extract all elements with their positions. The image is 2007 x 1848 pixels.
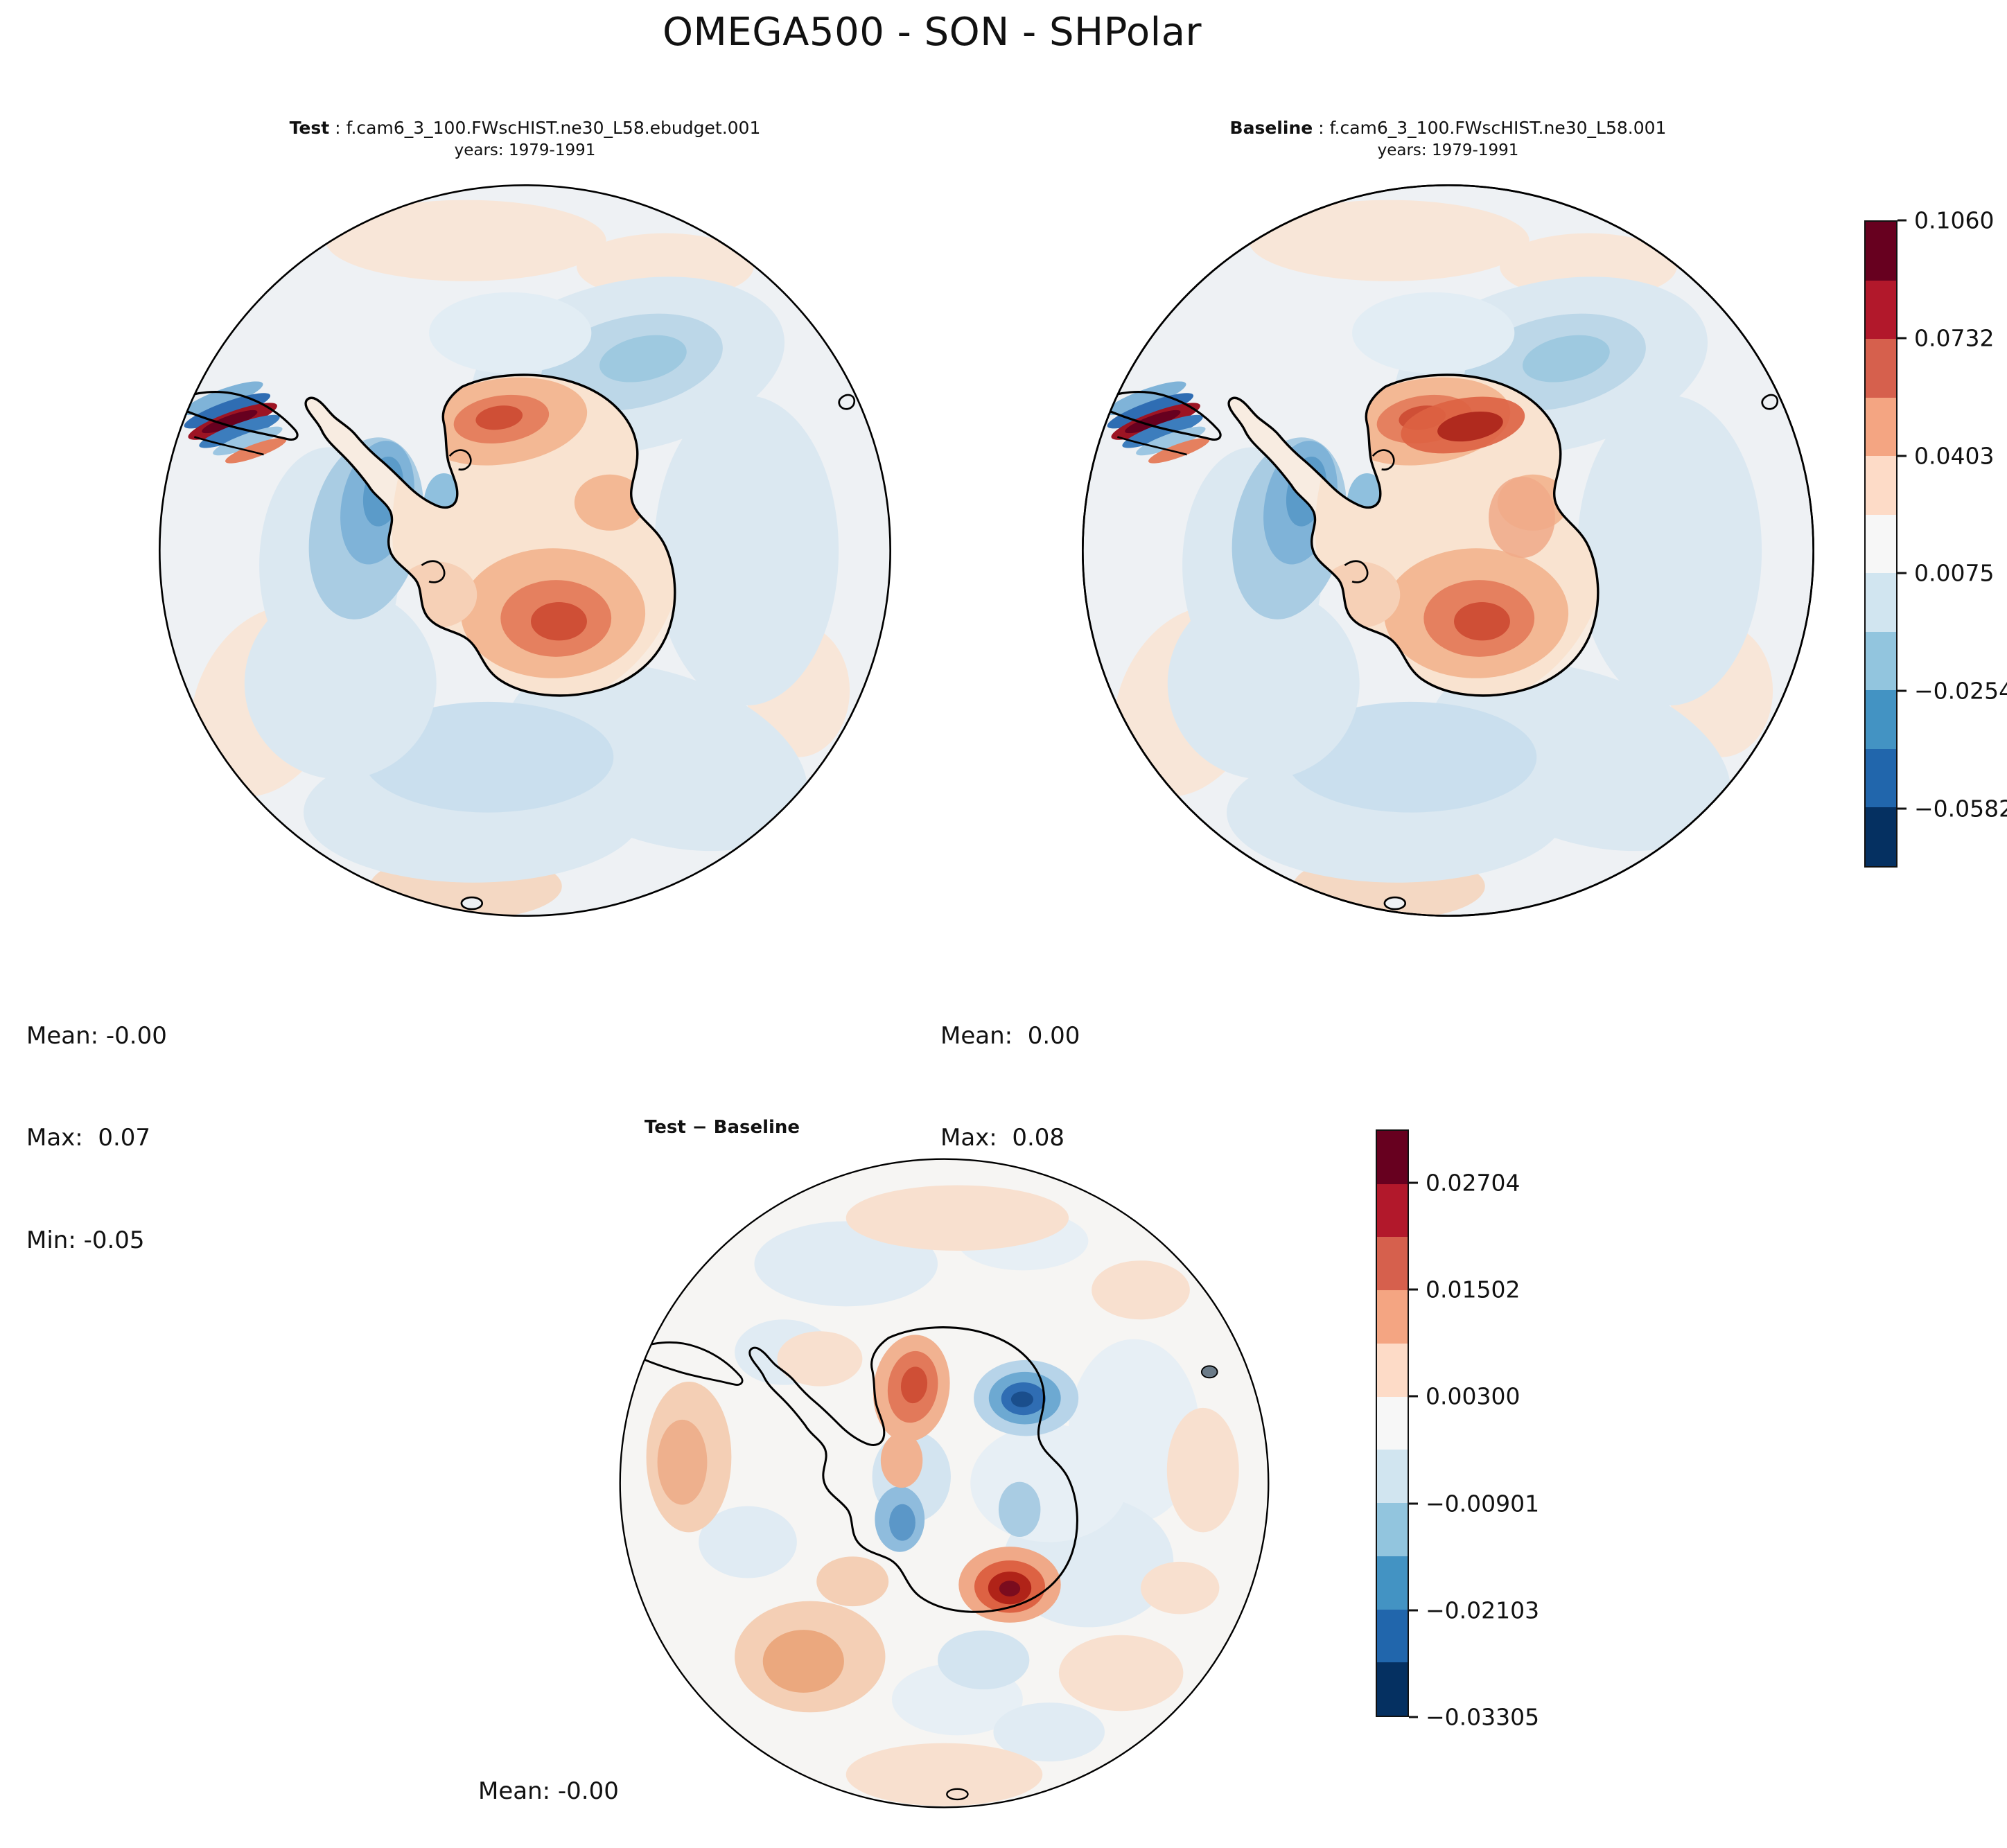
diff-colorbar-gradient bbox=[1376, 1129, 1409, 1717]
baseline-stat-mean: Mean: 0.00 bbox=[940, 1021, 1080, 1050]
colorbar-segment bbox=[1866, 748, 1896, 808]
colorbar-segment bbox=[1866, 690, 1896, 749]
test-stat-max: Max: 0.07 bbox=[26, 1124, 151, 1152]
main-colorbar-gradient bbox=[1864, 220, 1898, 868]
baseline-years: years: 1979-1991 bbox=[1377, 141, 1519, 159]
colorbar-tick-mark bbox=[1898, 807, 1907, 810]
colorbar-tick-label: 0.0403 bbox=[1914, 442, 1995, 470]
main-colorbar: 0.1060 0.0732 0.0403 0.0075 −0.0254 −0.0582 bbox=[1864, 207, 2007, 868]
figure-title: OMEGA500 - SON - SHPolar bbox=[662, 10, 1202, 55]
colorbar-tick: 0.0732 bbox=[1898, 324, 1994, 351]
colorbar-tick-mark bbox=[1898, 219, 1907, 222]
colorbar-tick: 0.02704 bbox=[1409, 1170, 1520, 1197]
baseline-map-svg bbox=[1079, 182, 1817, 919]
colorbar-tick-label: 0.1060 bbox=[1914, 206, 1995, 234]
diff-map-svg bbox=[617, 1156, 1272, 1811]
test-panel-title: Test : f.cam6_3_100.FWscHIST.ne30_L58.eb… bbox=[156, 116, 894, 140]
colorbar-tick-label: −0.02103 bbox=[1426, 1596, 1540, 1624]
colorbar-tick-mark bbox=[1409, 1609, 1418, 1612]
colorbar-tick: 0.1060 bbox=[1898, 207, 1994, 234]
test-map-svg bbox=[156, 182, 894, 919]
baseline-panel-header: Baseline : f.cam6_3_100.FWscHIST.ne30_L5… bbox=[1079, 116, 1817, 161]
colorbar-tick-label: −0.00901 bbox=[1426, 1490, 1540, 1517]
colorbar-segment bbox=[1866, 339, 1896, 398]
baseline-label: Baseline bbox=[1229, 118, 1313, 138]
test-stats: Mean: -0.00 Max: 0.07 Min: -0.05 bbox=[26, 951, 167, 1326]
colorbar-segment bbox=[1377, 1290, 1408, 1344]
colorbar-segment bbox=[1377, 1131, 1408, 1184]
colorbar-segment bbox=[1377, 1183, 1408, 1238]
diff-stats: Mean: -0.00 Max: 0.03 Min: -0.03 bbox=[478, 1706, 619, 1848]
colorbar-segment bbox=[1866, 807, 1896, 867]
test-map bbox=[156, 182, 894, 919]
diff-colorbar: 0.02704 0.01502 0.00300 −0.00901 −0.02103 −0.… bbox=[1376, 1129, 1539, 1731]
baseline-stat-max: Max: 0.08 bbox=[940, 1124, 1065, 1152]
colorbar-segment bbox=[1377, 1609, 1408, 1663]
colorbar-segment bbox=[1866, 631, 1896, 691]
colorbar-segment bbox=[1377, 1396, 1408, 1450]
test-panel-header: Test : f.cam6_3_100.FWscHIST.ne30_L58.eb… bbox=[156, 116, 894, 161]
colorbar-tick: −0.0254 bbox=[1898, 678, 2007, 705]
test-years: years: 1979-1991 bbox=[454, 141, 596, 159]
colorbar-tick-label: −0.0582 bbox=[1914, 795, 2007, 822]
test-label: Test bbox=[289, 118, 330, 138]
colorbar-segment bbox=[1377, 1450, 1408, 1504]
test-stat-mean: Mean: -0.00 bbox=[26, 1021, 167, 1050]
diff-panel-title: Test − Baseline bbox=[644, 1117, 800, 1138]
colorbar-tick-label: −0.0254 bbox=[1914, 677, 2007, 705]
colorbar-segment bbox=[1377, 1343, 1408, 1397]
colorbar-tick: 0.01502 bbox=[1409, 1276, 1520, 1303]
colorbar-segment bbox=[1866, 514, 1896, 574]
baseline-panel-title: Baseline : f.cam6_3_100.FWscHIST.ne30_L5… bbox=[1079, 116, 1817, 140]
colorbar-tick: −0.02103 bbox=[1409, 1596, 1539, 1623]
test-stat-min: Min: -0.05 bbox=[26, 1226, 145, 1255]
colorbar-tick: 0.0403 bbox=[1898, 442, 1994, 469]
colorbar-tick-mark bbox=[1409, 1395, 1418, 1398]
colorbar-tick-mark bbox=[1898, 572, 1907, 574]
baseline-extra-shading bbox=[1401, 396, 1555, 558]
diff-stat-mean: Mean: -0.00 bbox=[478, 1777, 619, 1805]
colorbar-tick-mark bbox=[1409, 1716, 1418, 1718]
colorbar-tick-label: −0.03305 bbox=[1426, 1703, 1540, 1731]
colorbar-tick-label: 0.00300 bbox=[1426, 1382, 1520, 1410]
baseline-run-name: : f.cam6_3_100.FWscHIST.ne30_L58.001 bbox=[1313, 118, 1667, 138]
colorbar-tick: −0.03305 bbox=[1409, 1704, 1539, 1731]
colorbar-tick: −0.0582 bbox=[1898, 795, 2007, 822]
colorbar-segment bbox=[1377, 1556, 1408, 1610]
colorbar-segment bbox=[1866, 573, 1896, 632]
colorbar-tick-label: 0.01502 bbox=[1426, 1276, 1520, 1303]
colorbar-tick-label: 0.0075 bbox=[1914, 559, 1995, 587]
colorbar-tick-mark bbox=[1898, 689, 1907, 692]
colorbar-tick-mark bbox=[1898, 337, 1907, 340]
colorbar-segment bbox=[1377, 1662, 1408, 1716]
baseline-map bbox=[1079, 182, 1817, 919]
colorbar-segment bbox=[1866, 222, 1896, 281]
colorbar-segment bbox=[1866, 397, 1896, 457]
colorbar-segment bbox=[1866, 280, 1896, 340]
colorbar-segment bbox=[1377, 1503, 1408, 1556]
colorbar-segment bbox=[1866, 456, 1896, 515]
diff-map bbox=[617, 1156, 1272, 1811]
colorbar-tick: 0.0075 bbox=[1898, 560, 1994, 587]
colorbar-tick-mark bbox=[1409, 1288, 1418, 1291]
colorbar-tick-mark bbox=[1409, 1502, 1418, 1505]
colorbar-tick-label: 0.0732 bbox=[1914, 324, 1995, 352]
colorbar-tick: 0.00300 bbox=[1409, 1383, 1520, 1410]
colorbar-tick-mark bbox=[1409, 1181, 1418, 1184]
colorbar-segment bbox=[1377, 1237, 1408, 1291]
test-run-name: : f.cam6_3_100.FWscHIST.ne30_L58.ebudget… bbox=[329, 118, 761, 138]
colorbar-tick-mark bbox=[1898, 455, 1907, 457]
colorbar-tick: −0.00901 bbox=[1409, 1490, 1539, 1517]
colorbar-tick-label: 0.02704 bbox=[1426, 1169, 1520, 1197]
